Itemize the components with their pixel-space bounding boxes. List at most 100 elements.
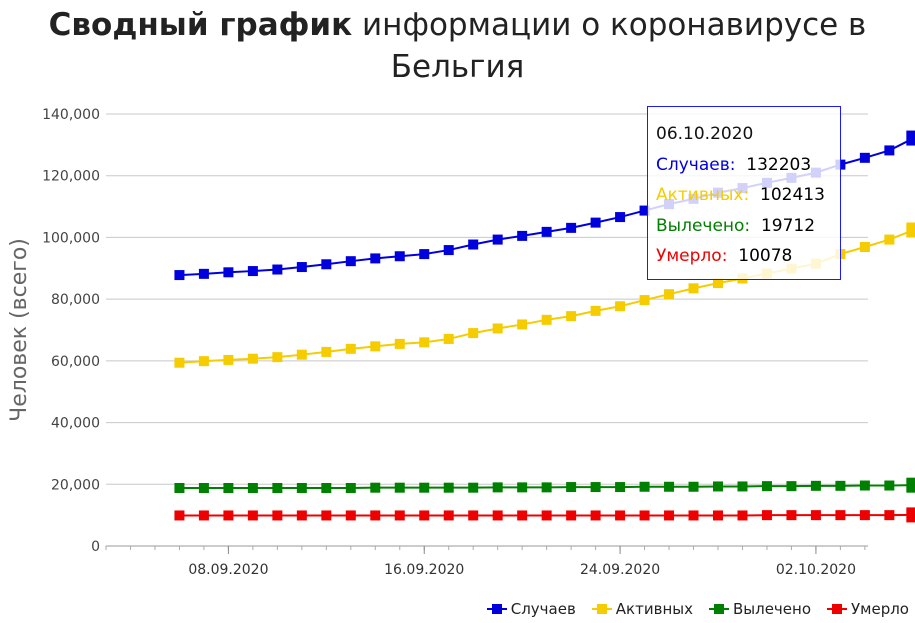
data-point [370, 482, 381, 493]
tooltip-value-active: 102413 [760, 185, 825, 205]
legend-marker-deaths [827, 603, 848, 615]
legend-item-deaths[interactable]: Умерло [827, 600, 909, 618]
data-point [713, 278, 723, 289]
data-point [615, 510, 626, 521]
data-point [615, 212, 626, 223]
data-point [541, 482, 552, 493]
data-point [345, 510, 356, 521]
tooltip-row-recovered: Вылечено: 19712 [656, 211, 840, 242]
data-point [321, 346, 332, 357]
data-point [321, 510, 332, 521]
y-tick-label: 60,000 [51, 354, 100, 370]
y-tick-label: 0 [91, 539, 100, 555]
y-tick-label: 120,000 [42, 169, 100, 185]
data-point [394, 338, 405, 349]
data-point [737, 481, 748, 492]
data-point [737, 510, 748, 521]
data-point [906, 222, 915, 238]
data-point [541, 314, 552, 325]
data-point [810, 510, 821, 521]
data-point [345, 482, 356, 493]
data-point [517, 230, 528, 241]
data-point [223, 267, 234, 278]
tooltip-label-deaths: Умерло: [656, 246, 728, 266]
chart-title-line1: Сводный график информации о коронавирусе… [0, 4, 915, 46]
data-point [884, 145, 895, 156]
data-point [639, 205, 650, 216]
data-point [541, 510, 552, 521]
data-point [198, 510, 209, 521]
tooltip-value-cases: 132203 [746, 154, 812, 175]
data-point [247, 266, 258, 277]
data-point [419, 337, 430, 348]
data-point [321, 482, 332, 493]
data-point [884, 234, 895, 245]
data-point [810, 480, 821, 491]
legend-item-active[interactable]: Активных [591, 600, 693, 618]
data-point [419, 482, 430, 493]
y-tick-label: 100,000 [42, 230, 100, 246]
data-point [566, 510, 577, 521]
data-point [590, 217, 601, 228]
data-point [394, 251, 405, 262]
y-tick-label: 20,000 [51, 477, 100, 493]
data-point [664, 289, 675, 300]
chart-title-line2: Бельгия [390, 49, 525, 85]
data-point [370, 341, 381, 352]
data-point [223, 482, 234, 493]
data-point [247, 482, 258, 493]
data-point [296, 349, 307, 360]
data-point [590, 305, 601, 316]
data-point [198, 482, 209, 493]
data-point [517, 510, 528, 521]
data-point [198, 356, 209, 367]
data-point [639, 295, 650, 306]
data-point [272, 482, 283, 493]
data-point [443, 482, 454, 493]
data-point [906, 130, 915, 146]
data-point [906, 507, 915, 523]
legend-label-deaths: Умерло [851, 600, 909, 618]
y-tick-label: 40,000 [51, 416, 100, 432]
data-point [517, 482, 528, 493]
data-point [468, 482, 479, 493]
chart-title: Сводный график информации о коронавирусе… [0, 4, 915, 88]
x-tick-label: 02.10.2020 [776, 562, 856, 578]
data-point [615, 482, 626, 493]
y-tick-label: 80,000 [51, 292, 100, 308]
data-point [859, 152, 870, 163]
data-point [517, 319, 528, 330]
data-point [272, 510, 283, 521]
data-point [835, 480, 846, 491]
data-point [394, 510, 405, 521]
legend-item-recovered[interactable]: Вылечено [708, 600, 812, 618]
data-point [590, 510, 601, 521]
legend-item-cases[interactable]: Случаев [486, 600, 576, 618]
data-point [443, 510, 454, 521]
data-point [419, 249, 430, 260]
data-point [370, 510, 381, 521]
data-point [174, 482, 185, 493]
data-point [566, 311, 577, 322]
data-point [321, 259, 332, 270]
legend-marker-active [591, 603, 612, 615]
data-point [468, 510, 479, 521]
data-point [835, 510, 846, 521]
data-point [566, 482, 577, 493]
chart-title-rest: информации о коронавирусе в [362, 7, 867, 43]
tooltip-row-active: Активных: 102413 [656, 180, 840, 211]
data-point [174, 357, 185, 368]
data-point [345, 256, 356, 267]
legend-marker-recovered [708, 603, 729, 615]
tooltip-value-recovered: 19712 [760, 215, 816, 236]
data-point [884, 510, 895, 521]
data-point [884, 480, 895, 491]
legend-label-recovered: Вылечено [732, 600, 812, 618]
data-point [713, 481, 723, 492]
data-point [664, 510, 675, 521]
data-point [174, 510, 185, 521]
tooltip-label-active: Активных: [656, 185, 750, 205]
data-point [859, 241, 870, 252]
y-axis-label: Человек (всего) [7, 238, 32, 422]
